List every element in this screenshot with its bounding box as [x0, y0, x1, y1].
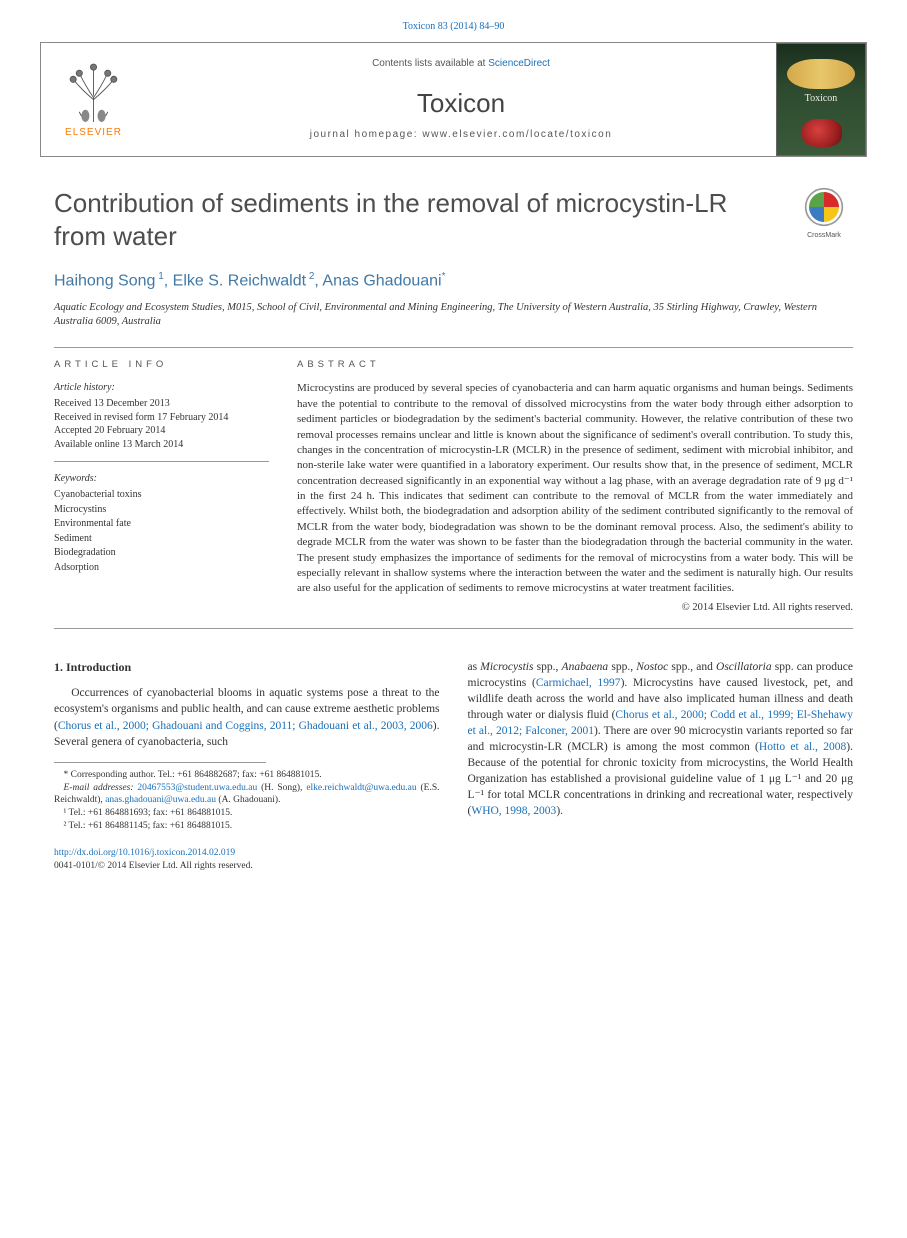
email-label: E-mail addresses: — [64, 783, 134, 793]
email-who: (A. Ghadouani). — [218, 795, 280, 805]
issn-copyright: 0041-0101/© 2014 Elsevier Ltd. All right… — [54, 861, 253, 871]
history-line: Available online 13 March 2014 — [54, 438, 269, 452]
keyword: Cyanobacterial toxins — [54, 488, 269, 503]
elsevier-label: ELSEVIER — [65, 126, 122, 140]
abstract-column: ABSTRACT Microcystins are produced by se… — [297, 358, 853, 615]
keywords-heading: Keywords: — [54, 472, 269, 486]
email-who: (H. Song), — [261, 783, 302, 793]
author-1-fn: 1 — [155, 271, 163, 282]
author-3-corr: * — [442, 271, 446, 282]
journal-homepage: journal homepage: www.elsevier.com/locat… — [310, 128, 613, 142]
body-columns: 1. Introduction Occurrences of cyanobact… — [54, 659, 853, 874]
keywords-list: Cyanobacterial toxins Microcystins Envir… — [54, 488, 269, 575]
genus-italic: Nostoc — [636, 661, 668, 673]
author-1[interactable]: Haihong Song — [54, 272, 155, 289]
citation-link[interactable]: WHO, 1998, 2003 — [471, 805, 556, 817]
section-heading-intro: 1. Introduction — [54, 659, 440, 676]
body-text: ). — [556, 805, 563, 817]
doi-block: http://dx.doi.org/10.1016/j.toxicon.2014… — [54, 847, 440, 874]
genus-italic: Microcystis — [480, 661, 533, 673]
elsevier-logo-block[interactable]: ELSEVIER — [41, 43, 146, 156]
affiliation: Aquatic Ecology and Ecosystem Studies, M… — [54, 301, 853, 329]
cover-title: Toxicon — [777, 92, 865, 106]
intro-paragraph-left: Occurrences of cyanobacterial blooms in … — [54, 685, 440, 749]
abstract-text: Microcystins are produced by several spe… — [297, 381, 853, 596]
email-link[interactable]: elke.reichwaldt@uwa.edu.au — [306, 783, 416, 793]
keyword: Microcystins — [54, 503, 269, 518]
footnote-rule — [54, 762, 266, 763]
journal-cover-thumb[interactable]: Toxicon — [776, 43, 866, 156]
keyword: Sediment — [54, 532, 269, 547]
rule-top — [54, 347, 853, 348]
homepage-label: journal homepage: — [310, 129, 423, 140]
sciencedirect-link[interactable]: ScienceDirect — [488, 58, 550, 69]
footnotes-block: * Corresponding author. Tel.: +61 864882… — [54, 769, 440, 833]
footnote-emails: E-mail addresses: 20467553@student.uwa.e… — [54, 782, 440, 808]
citation-link[interactable]: Chorus et al., 2000; Ghadouani and Coggi… — [58, 720, 433, 732]
contents-list-line: Contents lists available at ScienceDirec… — [372, 57, 550, 71]
body-text: spp., and — [668, 661, 716, 673]
header-citation: Toxicon 83 (2014) 84–90 — [0, 0, 907, 42]
body-text: spp., — [608, 661, 636, 673]
journal-banner: ELSEVIER Contents lists available at Sci… — [40, 42, 867, 157]
keyword: Adsorption — [54, 561, 269, 576]
email-link[interactable]: 20467553@student.uwa.edu.au — [137, 783, 257, 793]
crossmark-label: CrossMark — [795, 231, 853, 241]
author-2[interactable]: Elke S. Reichwaldt — [173, 272, 306, 289]
rule-bottom — [54, 628, 853, 629]
elsevier-tree-icon — [61, 59, 126, 124]
history-line: Accepted 20 February 2014 — [54, 424, 269, 438]
article-title: Contribution of sediments in the removal… — [54, 187, 775, 252]
author-list: Haihong Song 1, Elke S. Reichwaldt 2, An… — [54, 270, 853, 293]
email-link[interactable]: anas.ghadouani@uwa.edu.au — [105, 795, 216, 805]
abstract-label: ABSTRACT — [297, 358, 853, 371]
genus-italic: Oscillatoria — [716, 661, 772, 673]
body-text: spp., — [533, 661, 561, 673]
homepage-url[interactable]: www.elsevier.com/locate/toxicon — [422, 129, 612, 140]
article-info-column: ARTICLE INFO Article history: Received 1… — [54, 358, 269, 615]
citation-link[interactable]: Hotto et al., 2008 — [759, 741, 846, 753]
history-line: Received in revised form 17 February 201… — [54, 411, 269, 425]
genus-italic: Anabaena — [562, 661, 609, 673]
footnote-2: ² Tel.: +61 864881145; fax: +61 86488101… — [54, 820, 440, 833]
doi-link[interactable]: http://dx.doi.org/10.1016/j.toxicon.2014… — [54, 848, 235, 858]
abstract-copyright: © 2014 Elsevier Ltd. All rights reserved… — [297, 601, 853, 616]
journal-name: Toxicon — [417, 85, 505, 121]
footnote-corresponding: * Corresponding author. Tel.: +61 864882… — [54, 769, 440, 782]
article-info-label: ARTICLE INFO — [54, 358, 269, 371]
keyword: Environmental fate — [54, 517, 269, 532]
left-column: 1. Introduction Occurrences of cyanobact… — [54, 659, 440, 874]
journal-center: Contents lists available at ScienceDirec… — [146, 43, 776, 156]
article-history-block: Article history: Received 13 December 20… — [54, 381, 269, 462]
footnote-1: ¹ Tel.: +61 864881693; fax: +61 86488101… — [54, 807, 440, 820]
history-lines: Received 13 December 2013 Received in re… — [54, 397, 269, 451]
intro-paragraph-right: as Microcystis spp., Anabaena spp., Nost… — [468, 659, 854, 820]
body-text: as — [468, 661, 481, 673]
citation-link[interactable]: Toxicon 83 (2014) 84–90 — [403, 21, 505, 32]
history-line: Received 13 December 2013 — [54, 397, 269, 411]
right-column: as Microcystis spp., Anabaena spp., Nost… — [468, 659, 854, 874]
crossmark-badge[interactable]: CrossMark — [795, 187, 853, 241]
keywords-block: Keywords: Cyanobacterial toxins Microcys… — [54, 472, 269, 575]
citation-link[interactable]: Carmichael, 1997 — [536, 677, 621, 689]
author-3[interactable]: Anas Ghadouani — [322, 272, 441, 289]
keyword: Biodegradation — [54, 546, 269, 561]
history-heading: Article history: — [54, 381, 269, 395]
author-2-fn: 2 — [306, 271, 314, 282]
contents-prefix: Contents lists available at — [372, 58, 488, 69]
